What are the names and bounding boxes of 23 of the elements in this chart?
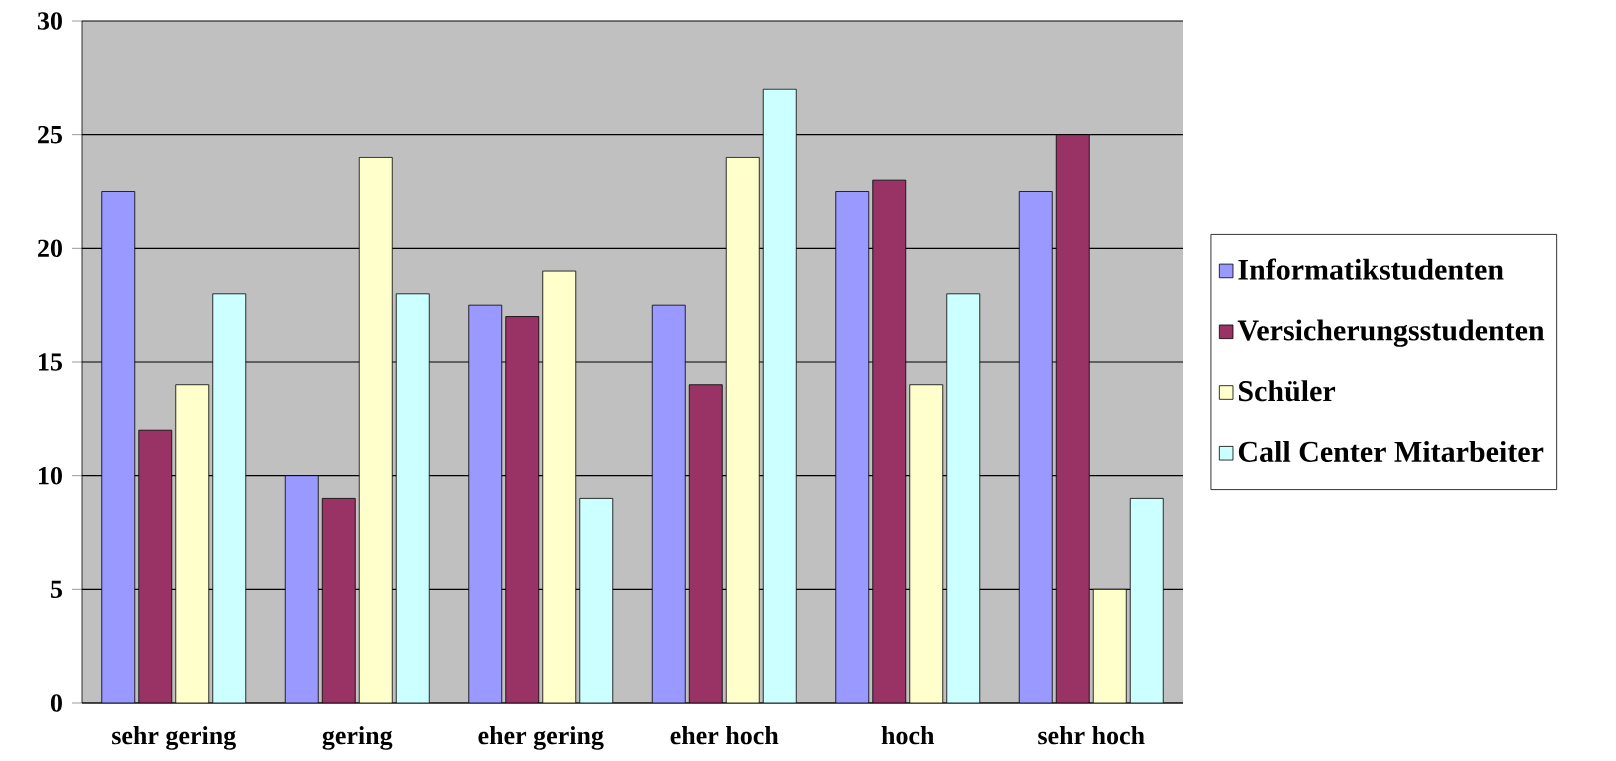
bar — [138, 429, 173, 703]
x-tick-label: eher hoch — [670, 726, 779, 745]
x-tick-label: sehr hoch — [1038, 726, 1145, 745]
x-tick-label: hoch — [881, 726, 935, 745]
x-tick-label: gering — [322, 726, 393, 750]
bar — [321, 498, 356, 703]
bar — [505, 316, 540, 703]
x-tick-label: sehr gering — [112, 726, 236, 750]
y-tick-label: 25 — [38, 125, 62, 144]
y-tick-label: 15 — [39, 353, 62, 371]
y-tick-label: 20 — [38, 239, 62, 258]
y-tick-label: 10 — [39, 466, 62, 485]
y-tick-label: 5 — [50, 580, 62, 598]
y-tick-label: 30 — [37, 12, 62, 30]
y-tick-label: 0 — [50, 694, 62, 712]
bar — [688, 384, 723, 703]
legend-label: Informatikstudenten — [1238, 258, 1504, 280]
bar — [872, 179, 907, 703]
legend-label: Schüler — [1238, 380, 1336, 402]
bar — [1055, 134, 1090, 703]
legend-label: Versicherungsstudenten — [1237, 319, 1545, 347]
x-tick-label: eher gering — [478, 726, 604, 750]
legend-label: Call Center Mitarbeiter — [1238, 440, 1544, 462]
